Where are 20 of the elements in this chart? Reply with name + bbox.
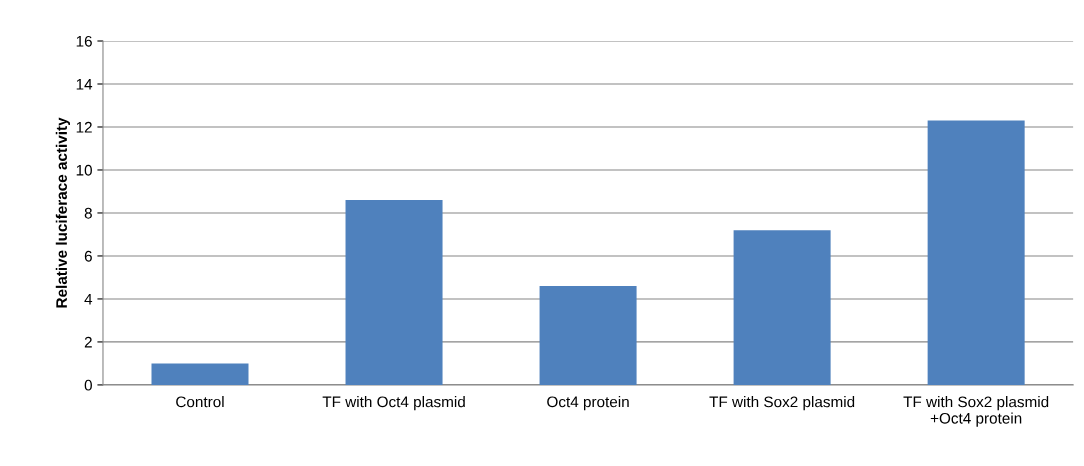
x-tick-label: TF with Sox2 plasmid — [709, 396, 855, 411]
x-tick-label: TF with Oct4 plasmid — [322, 396, 465, 411]
y-tick-label: 8 — [84, 207, 92, 219]
y-tick-label: 16 — [76, 35, 92, 47]
y-tick-label: 14 — [76, 79, 93, 90]
y-axis-title: Relative luciferace activity — [55, 117, 71, 308]
y-tick-label: 2 — [84, 336, 92, 348]
y-tick-label: 10 — [76, 164, 92, 176]
bar — [927, 120, 1025, 385]
x-tick-label: Control — [176, 396, 224, 408]
y-tick-label: 0 — [84, 379, 92, 391]
bar — [539, 286, 637, 385]
bar — [345, 200, 443, 385]
y-tick-label: 6 — [84, 250, 92, 262]
x-tick-label: TF with Sox2 plasmid +Oct4 protein — [903, 396, 1049, 427]
bar — [151, 363, 249, 385]
bar — [733, 230, 831, 385]
y-tick-label: 4 — [84, 293, 93, 305]
y-tick-label: 12 — [76, 121, 92, 133]
x-tick-label: Oct4 protein — [547, 396, 629, 411]
